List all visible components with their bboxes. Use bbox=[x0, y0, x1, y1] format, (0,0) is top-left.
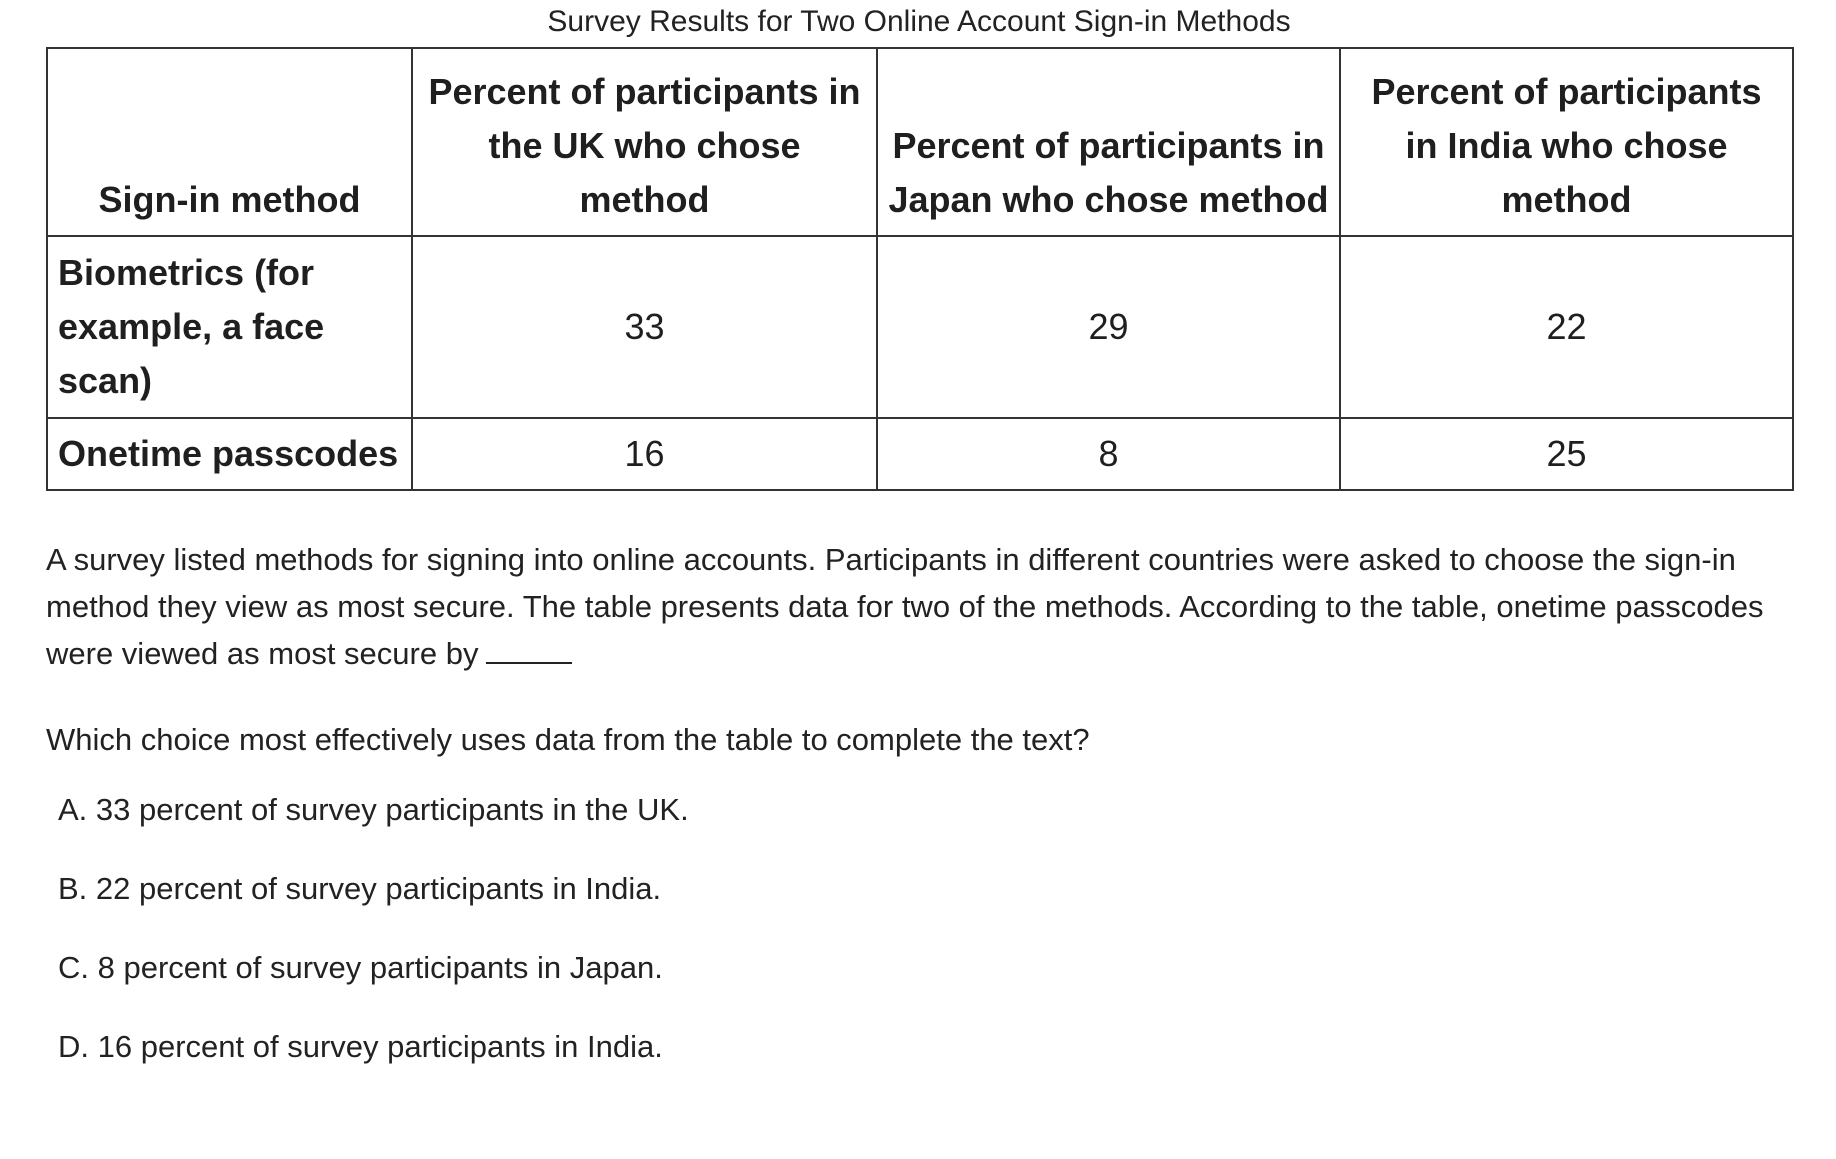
passage-text: A survey listed methods for signing into… bbox=[46, 536, 1806, 677]
cell-biometrics-japan: 29 bbox=[876, 235, 1341, 419]
table-row: Biometrics (for example, a face scan) 33… bbox=[46, 235, 1794, 419]
header-uk: Percent of participants in the UK who ch… bbox=[411, 47, 878, 237]
cell-passcodes-uk: 16 bbox=[411, 417, 878, 491]
cell-biometrics-uk: 33 bbox=[411, 235, 878, 419]
question-prompt: Which choice most effectively uses data … bbox=[46, 722, 1090, 757]
passage-body: A survey listed methods for signing into… bbox=[46, 542, 1764, 671]
choice-b[interactable]: B. 22 percent of survey participants in … bbox=[58, 865, 689, 944]
fill-in-blank bbox=[486, 638, 573, 664]
choice-letter: D. bbox=[58, 1029, 89, 1064]
choice-d[interactable]: D. 16 percent of survey participants in … bbox=[58, 1023, 689, 1102]
cell-biometrics-india: 22 bbox=[1339, 235, 1794, 419]
choice-text: 33 percent of survey participants in the… bbox=[95, 792, 689, 827]
choice-text: 22 percent of survey participants in Ind… bbox=[95, 871, 662, 906]
cell-passcodes-japan: 8 bbox=[876, 417, 1341, 491]
choice-letter: C. bbox=[58, 950, 89, 985]
choice-text: 8 percent of survey participants in Japa… bbox=[97, 950, 663, 985]
choice-letter: A. bbox=[58, 792, 88, 827]
choice-a[interactable]: A. 33 percent of survey participants in … bbox=[58, 786, 689, 865]
answer-choices: A. 33 percent of survey participants in … bbox=[58, 786, 689, 1102]
row-label-onetime-passcodes: Onetime passcodes bbox=[46, 417, 413, 491]
header-sign-in-method: Sign-in method bbox=[46, 47, 413, 237]
header-india: Percent of participants in India who cho… bbox=[1339, 47, 1794, 237]
survey-results-table: Sign-in method Percent of participants i… bbox=[46, 47, 1794, 491]
choice-text: 16 percent of survey participants in Ind… bbox=[97, 1029, 663, 1064]
table-title: Survey Results for Two Online Account Si… bbox=[547, 5, 1291, 38]
cell-passcodes-india: 25 bbox=[1339, 417, 1794, 491]
choice-c[interactable]: C. 8 percent of survey participants in J… bbox=[58, 944, 689, 1023]
row-label-biometrics: Biometrics (for example, a face scan) bbox=[46, 235, 413, 419]
table-row: Onetime passcodes 16 8 25 bbox=[46, 417, 1794, 491]
choice-letter: B. bbox=[58, 871, 88, 906]
table-header-row: Sign-in method Percent of participants i… bbox=[46, 47, 1794, 237]
header-japan: Percent of participants in Japan who cho… bbox=[876, 47, 1341, 237]
